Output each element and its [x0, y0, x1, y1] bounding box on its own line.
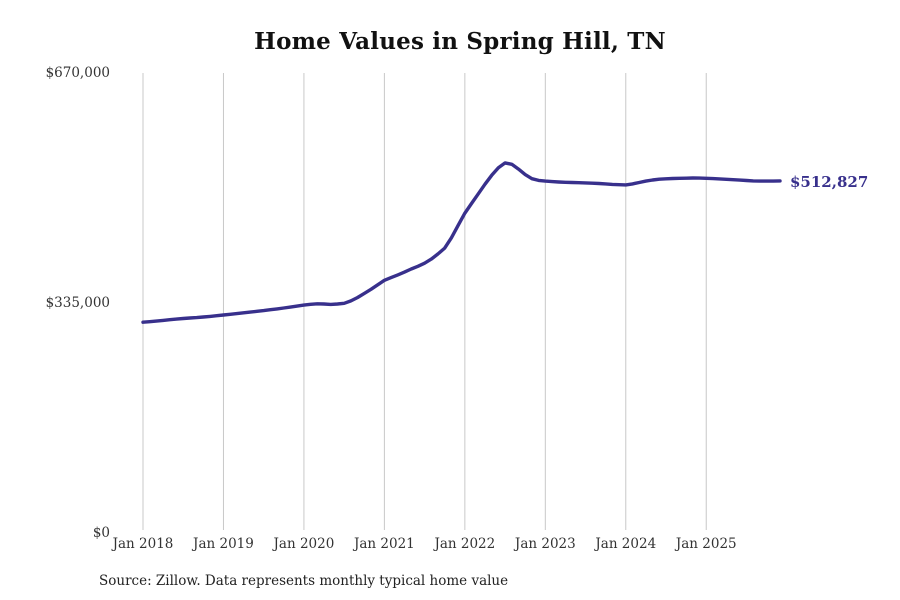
chart-title: Home Values in Spring Hill, TN: [254, 28, 666, 55]
source-note: Source: Zillow. Data represents monthly …: [99, 573, 509, 589]
x-axis-tick-label: Jan 2024: [595, 536, 657, 552]
x-axis-tick-label: Jan 2021: [353, 536, 415, 552]
x-axis-tick-label: Jan 2019: [193, 536, 254, 552]
x-axis-tick-label: Jan 2025: [675, 536, 737, 552]
y-axis-tick-label: $335,000: [45, 295, 110, 311]
x-axis-tick-label: Jan 2023: [514, 536, 576, 552]
y-axis-tick-label: $670,000: [45, 65, 110, 81]
home-value-series-line: [141, 161, 782, 324]
y-axis-tick-label: $0: [92, 525, 110, 541]
latest-value-label: $512,827: [790, 172, 869, 191]
x-axis-tick-label: Jan 2020: [273, 536, 335, 552]
x-axis-tick-label: Jan 2022: [434, 536, 496, 552]
x-axis-tick-label: Jan 2018: [112, 536, 174, 552]
